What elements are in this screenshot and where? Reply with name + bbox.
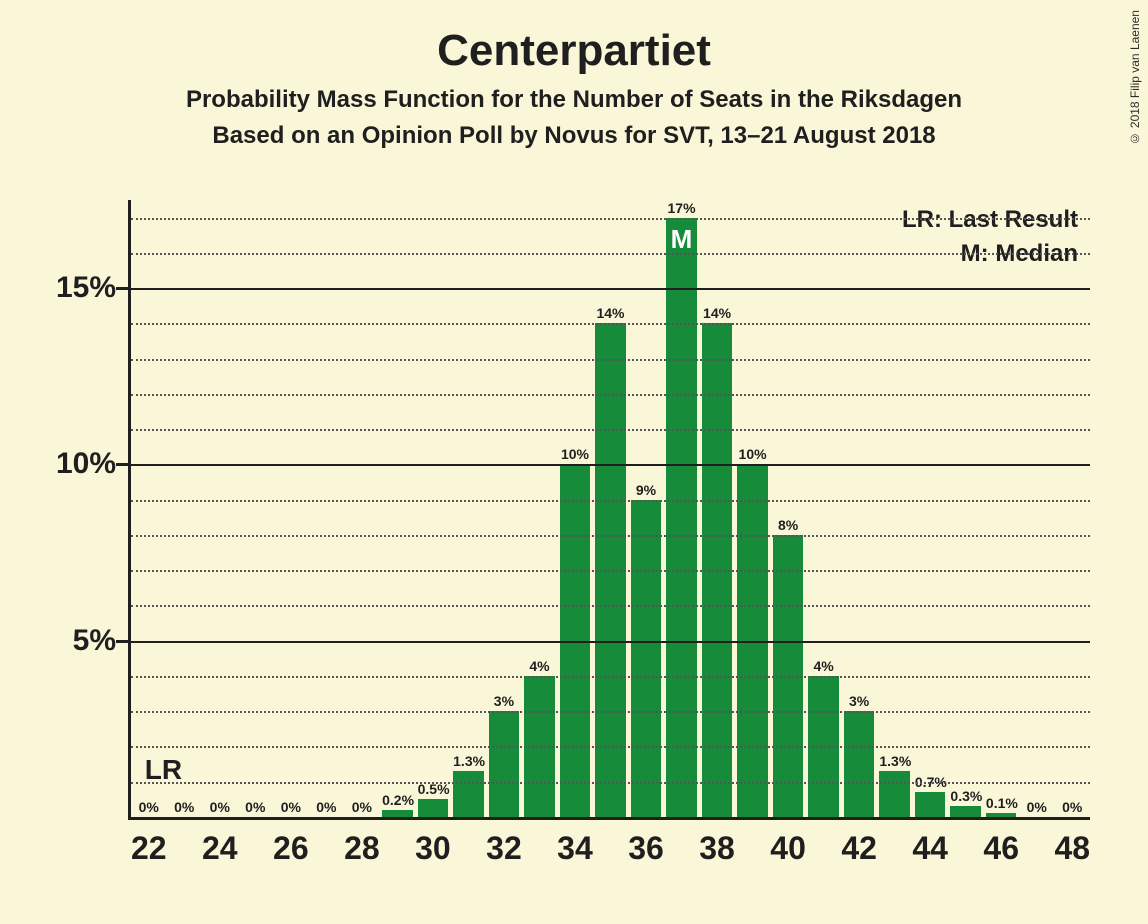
title-block: Centerpartiet Probability Mass Function … [0,0,1148,150]
x-axis-label: 24 [202,830,238,867]
bar-value-label: 0% [311,799,342,815]
bar: 0.3% [950,806,981,817]
bar-value-label: 1.3% [879,753,910,769]
bar-value-label: 10% [737,446,768,462]
bar-value-label: 0.5% [418,781,449,797]
y-tick-mark [116,640,128,643]
bar: 0.1% [986,813,1017,817]
bar: 1.3% [453,771,484,817]
bar: 3% [489,711,520,817]
bar-value-label: 0% [240,799,271,815]
x-axis-label: 44 [912,830,948,867]
chart-title: Centerpartiet [0,26,1148,76]
bar: 0.7% [915,792,946,817]
y-tick-mark [116,463,128,466]
bar-value-label: 0.3% [950,788,981,804]
bar-value-label: 0% [1057,799,1088,815]
bar: 0.2% [382,810,413,817]
bar-value-label: 8% [773,517,804,533]
gridline-major [131,288,1090,290]
bar-value-label: 0% [347,799,378,815]
bar-value-label: 14% [702,305,733,321]
bar-value-label: 0% [205,799,236,815]
bar: 3% [844,711,875,817]
x-axis-line [128,817,1090,820]
x-axis-label: 48 [1054,830,1090,867]
x-axis-label: 42 [841,830,877,867]
bar-value-label: 14% [595,305,626,321]
bar-value-label: 1.3% [453,753,484,769]
copyright-text: © 2018 Filip van Laenen [1128,10,1142,145]
bar-value-label: 0% [276,799,307,815]
gridline-minor [131,429,1090,431]
x-axis-label: 26 [273,830,309,867]
gridline-minor [131,711,1090,713]
gridline-minor [131,394,1090,396]
bar-value-label: 3% [489,693,520,709]
x-axis-label: 28 [344,830,380,867]
bar-value-label: 17% [666,200,697,216]
bar-value-label: 0.2% [382,792,413,808]
bar-value-label: 3% [844,693,875,709]
bar-value-label: 10% [560,446,591,462]
bar-value-label: 4% [808,658,839,674]
bar-value-label: 9% [631,482,662,498]
last-result-marker: LR [145,754,182,786]
gridline-minor [131,782,1090,784]
x-axis-label: 36 [628,830,664,867]
gridline-minor [131,746,1090,748]
bar-value-label: 0.1% [986,795,1017,811]
y-axis-label: 10% [56,447,116,481]
gridline-minor [131,535,1090,537]
x-axis-label: 46 [983,830,1019,867]
x-axis-label: 22 [131,830,167,867]
bar: 17%M [666,218,697,817]
gridline-minor [131,570,1090,572]
bar-value-label: 0% [133,799,164,815]
bar-value-label: 0% [169,799,200,815]
bar: 0.5% [418,799,449,817]
chart-subtitle-1: Probability Mass Function for the Number… [0,86,1148,114]
bar-value-label: 4% [524,658,555,674]
gridline-major [131,641,1090,643]
gridline-minor [131,500,1090,502]
bars-container: 0%0%0%0%0%0%0%0.2%0.5%1.3%3%4%10%14%9%17… [131,200,1090,817]
gridline-minor [131,253,1090,255]
median-marker: M [666,224,697,255]
chart-subtitle-2: Based on an Opinion Poll by Novus for SV… [0,122,1148,150]
x-axis-label: 34 [557,830,593,867]
x-axis-label: 32 [486,830,522,867]
bar: 1.3% [879,771,910,817]
gridline-minor [131,218,1090,220]
gridline-minor [131,359,1090,361]
y-tick-mark [116,287,128,290]
bar: 9% [631,500,662,817]
gridline-minor [131,676,1090,678]
x-axis-label: 38 [699,830,735,867]
x-axis-label: 30 [415,830,451,867]
bar-value-label: 0% [1021,799,1052,815]
y-axis-label: 15% [56,271,116,305]
gridline-major [131,464,1090,466]
y-axis-label: 5% [73,624,116,658]
x-axis-label: 40 [770,830,806,867]
gridline-minor [131,323,1090,325]
gridline-minor [131,605,1090,607]
chart-plot-area: LR: Last Result M: Median 0%0%0%0%0%0%0%… [128,200,1108,820]
